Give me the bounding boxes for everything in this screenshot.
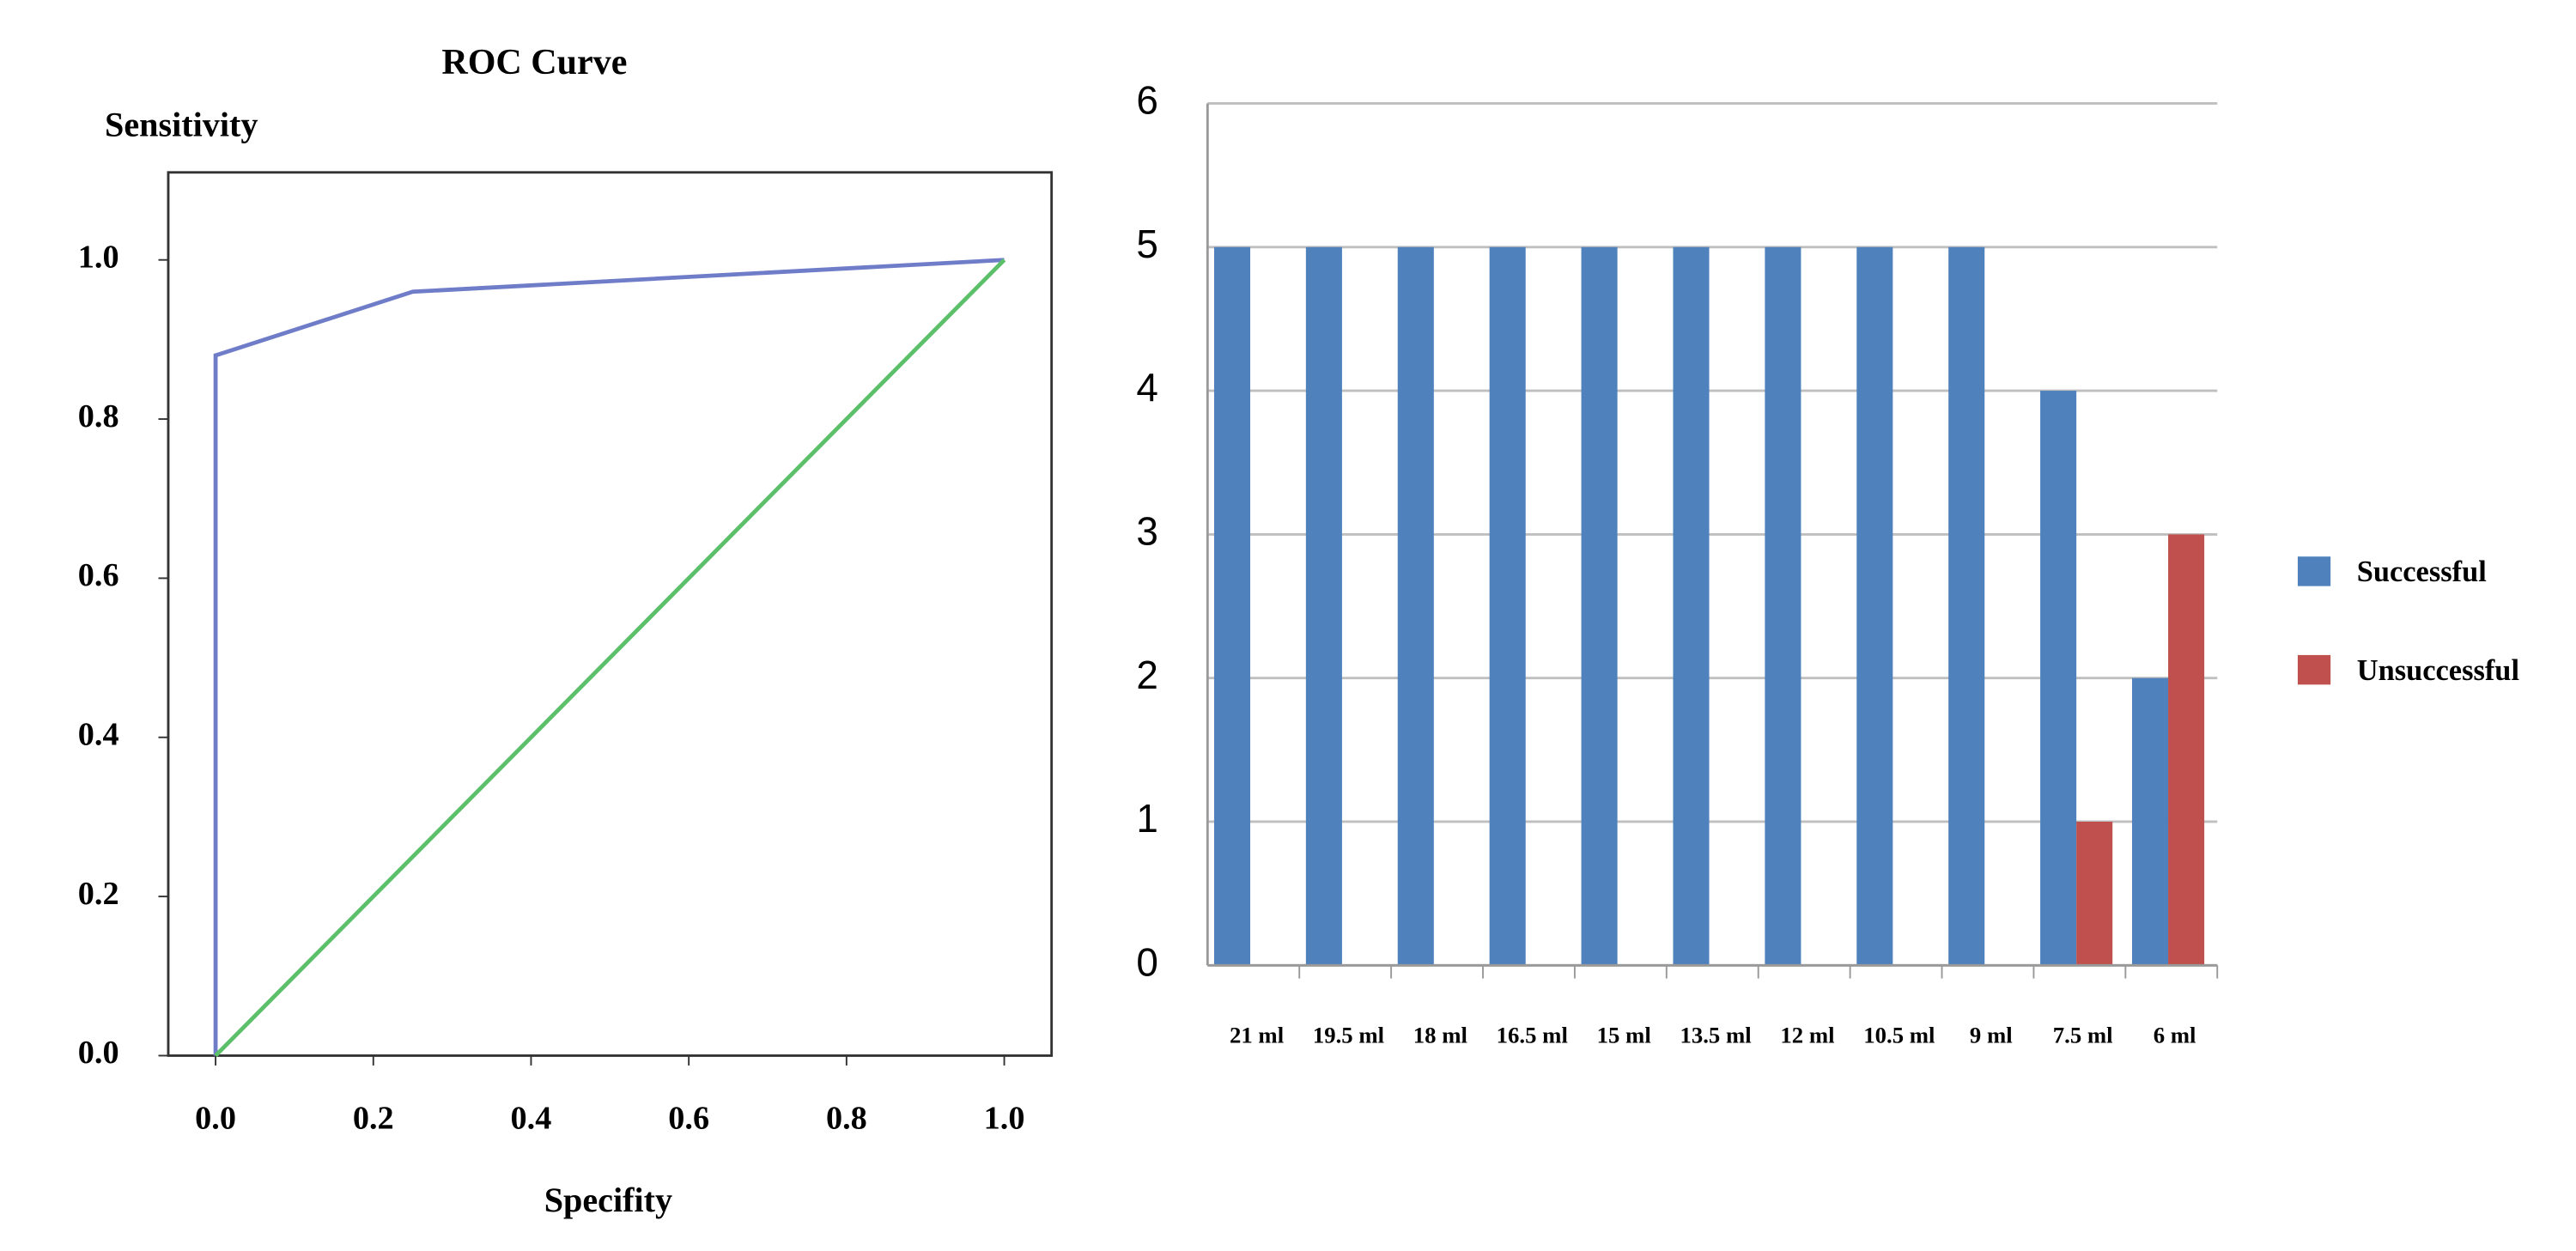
y-axis-label: Sensitivity: [105, 105, 258, 143]
y-tick-label: 4: [1136, 365, 1158, 410]
y-tick-label: 1.0: [78, 239, 119, 275]
y-tick-label: 0.8: [78, 398, 119, 434]
x-tick-label: 0.6: [668, 1101, 709, 1137]
bar: [1765, 246, 1801, 966]
y-tick-label: 6: [1136, 78, 1158, 123]
x-tick-label: 21 ml: [1230, 1023, 1284, 1048]
y-tick-label: 0.0: [78, 1035, 119, 1071]
x-tick-label: 13.5 ml: [1680, 1023, 1751, 1048]
x-tick-label: 0.4: [511, 1101, 552, 1137]
roc-frame: [167, 171, 1054, 1057]
x-tick-label: 12 ml: [1780, 1023, 1834, 1048]
y-tick-label: 3: [1136, 509, 1158, 554]
legend-label: Unsuccessful: [2357, 654, 2519, 687]
x-tick-label: 16.5 ml: [1497, 1023, 1568, 1048]
x-tick-label: 19.5 ml: [1313, 1023, 1384, 1048]
y-tick-label: 5: [1136, 222, 1158, 266]
roc-line: [214, 258, 1006, 1058]
x-tick-label: 18 ml: [1413, 1023, 1467, 1048]
bar: [1856, 246, 1893, 966]
bar: [1305, 246, 1342, 966]
x-tick-label: 7.5 ml: [2053, 1023, 2113, 1048]
y-tick-label: 0.6: [78, 557, 119, 593]
y-tick-label: 0: [1136, 939, 1158, 984]
bar: [1489, 246, 1526, 966]
bar: [1948, 246, 1985, 966]
bar: [1581, 246, 1618, 966]
bar: [2040, 391, 2077, 966]
x-tick-label: 1.0: [984, 1101, 1025, 1137]
bar: [1213, 246, 1251, 966]
x-tick-label: 15 ml: [1597, 1023, 1651, 1048]
bar: [1673, 246, 1710, 966]
bar: [2168, 534, 2205, 966]
chart-title: ROC Curve: [441, 43, 627, 82]
y-tick-label: 0.2: [78, 876, 119, 912]
bar: [2131, 677, 2169, 966]
legend-label: Successful: [2357, 556, 2487, 588]
x-tick-label: 6 ml: [2154, 1023, 2196, 1048]
bar: [1397, 246, 1434, 966]
x-tick-label: 0.2: [353, 1101, 394, 1137]
legend-swatch: [2297, 556, 2331, 586]
y-tick-label: 1: [1136, 796, 1158, 841]
x-tick-label: 0.8: [826, 1101, 867, 1137]
x-tick-label: 10.5 ml: [1863, 1023, 1935, 1048]
roc-line: [213, 258, 1005, 1056]
x-tick-label: 9 ml: [1970, 1023, 2013, 1048]
bar: [2076, 821, 2113, 966]
y-tick-label: 0.4: [78, 717, 119, 753]
x-axis-label: Specifity: [544, 1181, 672, 1219]
y-tick-label: 2: [1136, 653, 1158, 697]
x-tick-label: 0.0: [195, 1101, 236, 1137]
legend-swatch: [2297, 654, 2331, 685]
